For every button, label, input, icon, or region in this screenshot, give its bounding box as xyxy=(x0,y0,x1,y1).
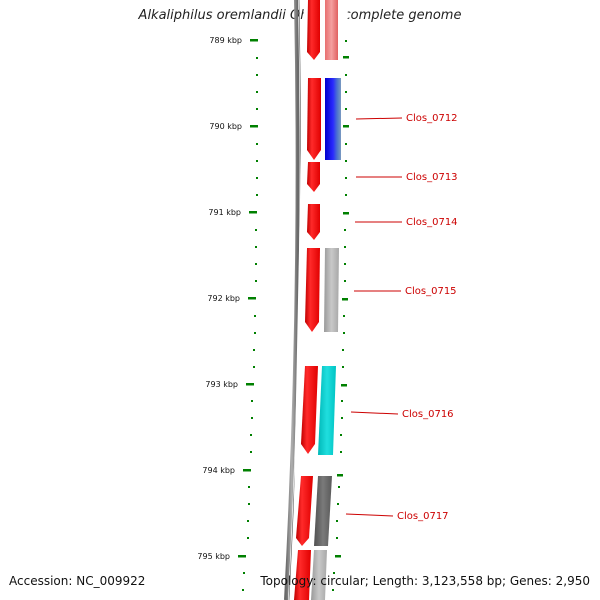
gene-arrow[interactable] xyxy=(294,550,311,600)
gene-block[interactable] xyxy=(324,248,339,332)
gene-labels: Clos_0712 Clos_0713 Clos_0714 Clos_0715 … xyxy=(397,113,458,522)
gene-label-clos-0712[interactable]: Clos_0712 xyxy=(406,113,458,124)
gene-block[interactable] xyxy=(318,366,336,455)
tick-label: 792 kbp xyxy=(207,294,240,303)
tick-label: 793 kbp xyxy=(205,380,238,389)
gene-arrow[interactable] xyxy=(307,78,321,160)
accession-text: Accession: NC_009922 xyxy=(9,574,146,588)
gene-arrow[interactable] xyxy=(301,366,318,454)
gene-label-clos-0717[interactable]: Clos_0717 xyxy=(397,511,449,522)
gene-arrow[interactable] xyxy=(296,476,313,546)
gene-arrow[interactable] xyxy=(307,162,320,192)
gene-block[interactable] xyxy=(311,550,327,600)
gene-block[interactable] xyxy=(325,78,341,160)
gene-block[interactable] xyxy=(325,0,338,60)
gene-arrow[interactable] xyxy=(305,248,320,332)
tick-label: 789 kbp xyxy=(209,36,242,45)
tick-label: 790 kbp xyxy=(209,122,242,131)
map-title: Alkaliphilus oremlandii OhILAs, complete… xyxy=(138,8,462,23)
gene-block[interactable] xyxy=(314,476,332,546)
minor-ticks-right xyxy=(332,40,347,591)
gene-arrow[interactable] xyxy=(307,0,320,60)
tick-label: 795 kbp xyxy=(197,552,230,561)
gene-label-clos-0716[interactable]: Clos_0716 xyxy=(402,409,454,420)
tick-label: 794 kbp xyxy=(202,466,235,475)
forward-strand-genes xyxy=(294,0,321,600)
gene-label-clos-0715[interactable]: Clos_0715 xyxy=(405,286,457,297)
gene-label-leaders xyxy=(345,117,403,517)
gene-arrow[interactable] xyxy=(307,204,320,240)
minor-ticks-left xyxy=(242,57,258,591)
cog-class-genes xyxy=(311,0,341,600)
major-ticks xyxy=(238,39,349,558)
gene-label-clos-0714[interactable]: Clos_0714 xyxy=(406,217,458,228)
genome-summary-text: Topology: circular; Length: 3,123,558 bp… xyxy=(260,574,590,588)
gene-label-clos-0713[interactable]: Clos_0713 xyxy=(406,172,458,183)
genome-backbone xyxy=(284,0,300,600)
tick-label: 791 kbp xyxy=(208,208,241,217)
tick-labels: 789 kbp 790 kbp 791 kbp 792 kbp 793 kbp … xyxy=(197,36,242,561)
